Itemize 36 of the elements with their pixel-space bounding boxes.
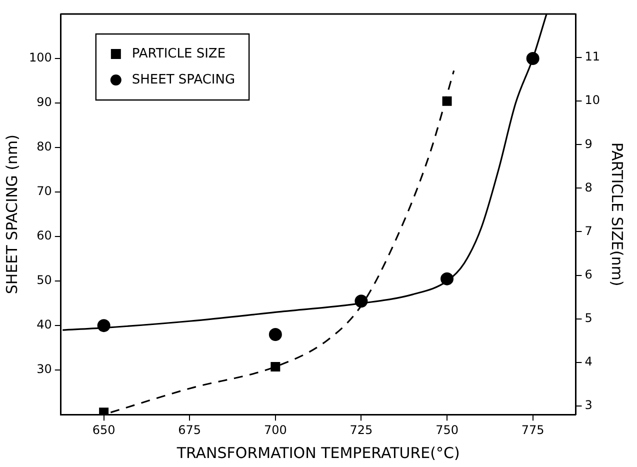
y-tick-label: 100 [29, 50, 52, 65]
y2-tick-label: 4 [584, 354, 592, 368]
point [270, 362, 280, 372]
y2-tick-label: 9 [584, 136, 592, 151]
y2-tick-label: 7 [584, 224, 592, 238]
y-tick-label: 40 [36, 318, 52, 332]
x-tick-label: 675 [178, 422, 202, 437]
point [526, 52, 540, 66]
y-tick-label: 60 [36, 228, 52, 243]
y-tick-label: 90 [36, 95, 52, 110]
x-axis-title: TRANSFORMATION TEMPERATURE(°C) [176, 444, 460, 462]
x-tick-label: 750 [436, 422, 458, 437]
x-tick-label: 775 [521, 422, 544, 437]
y2-tick-label: 11 [584, 50, 600, 64]
y2-tick-label: 5 [584, 310, 592, 325]
point [99, 408, 109, 415]
point [97, 319, 110, 332]
y2-tick-label: 6 [584, 267, 592, 282]
legend-label: SHEET SPACING [132, 72, 236, 88]
y2-tick-label: 8 [584, 180, 592, 194]
y-tick-label: 50 [36, 273, 52, 288]
y2-axis-title: PARTICLE SIZE(nm) [608, 142, 626, 286]
point [440, 272, 454, 286]
x-tick-label: 725 [350, 422, 373, 437]
y2-tick-label: 10 [584, 93, 600, 108]
y-axis-title: SHEET SPACING (nm) [2, 134, 21, 294]
point [268, 328, 282, 341]
y-tick-label: 80 [36, 140, 52, 154]
y-tick-label: 30 [36, 362, 52, 376]
x-tick-label: 700 [264, 422, 287, 437]
y2-tick-label: 3 [584, 398, 592, 412]
y-tick-label: 70 [36, 184, 52, 198]
point [442, 96, 452, 106]
point [354, 294, 368, 308]
x-tick-label: 650 [92, 422, 116, 437]
legend-label: PARTICLE SIZE [132, 46, 226, 62]
